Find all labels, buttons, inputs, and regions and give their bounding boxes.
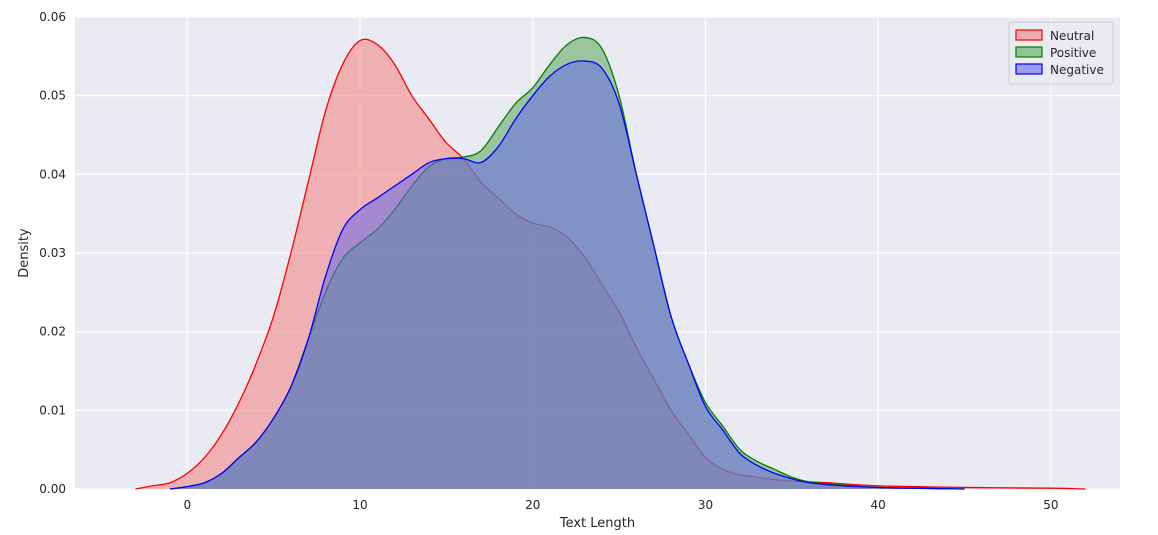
legend-swatch-negative	[1015, 63, 1043, 75]
y-tick-label: 0.01	[39, 403, 66, 417]
y-tick-label: 0.02	[39, 325, 66, 339]
y-tick-label: 0.06	[39, 10, 66, 24]
area-negative	[170, 60, 965, 490]
legend-swatch-positive	[1015, 46, 1043, 58]
y-axis-label: Density	[17, 228, 32, 278]
legend-swatch-neutral	[1015, 29, 1043, 41]
y-tick-label: 0.00	[39, 482, 66, 496]
x-tick-label: 10	[352, 498, 367, 512]
x-tick-label: 20	[525, 498, 540, 512]
y-tick-label: 0.05	[39, 89, 66, 103]
x-tick-label: 30	[698, 498, 713, 512]
x-axis-label: Text Length	[559, 516, 635, 531]
line-negative	[169, 60, 965, 490]
density-areas	[135, 36, 1086, 490]
x-tick-label: 40	[871, 498, 886, 512]
legend-label-positive: Positive	[1050, 46, 1096, 60]
legend-label-negative: Negative	[1050, 63, 1104, 77]
x-axis-ticks: 0 10 20 30 40 50	[183, 498, 1058, 512]
x-tick-label: 50	[1043, 498, 1058, 512]
y-tick-label: 0.04	[39, 167, 66, 181]
y-axis-ticks: 0.00 0.01 0.02 0.03 0.04 0.05 0.06	[39, 10, 66, 496]
legend-label-neutral: Neutral	[1050, 29, 1094, 43]
y-tick-label: 0.03	[39, 246, 66, 260]
x-tick-label: 0	[183, 498, 191, 512]
legend: Neutral Positive Negative	[1008, 21, 1114, 85]
